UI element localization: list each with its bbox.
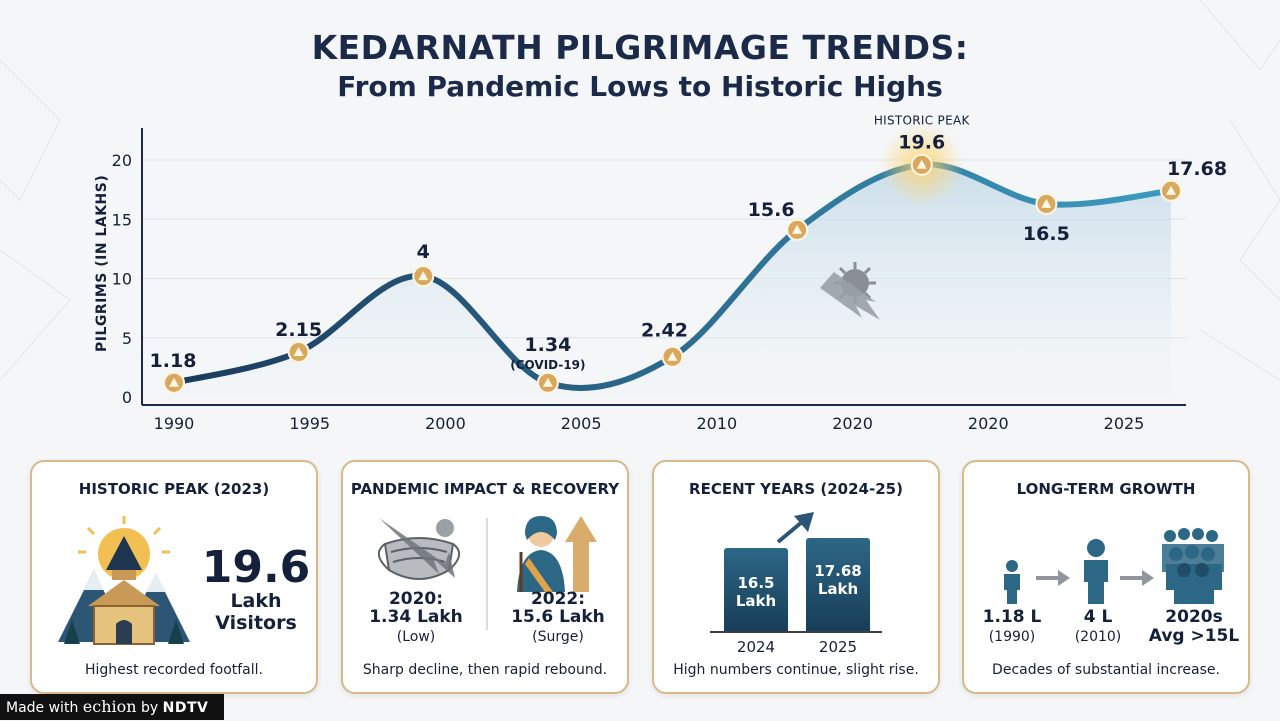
- marker-triangle: [542, 377, 553, 387]
- pandemic-right-value: 15.6 Lakh: [511, 607, 605, 627]
- up-arrow-icon: [776, 512, 814, 544]
- data-point-label: 1.34: [524, 334, 571, 356]
- marker-triangle: [169, 377, 179, 387]
- card-footnote: Sharp decline, then rapid rebound.: [362, 662, 608, 678]
- bar-value: 17.68: [814, 562, 862, 580]
- chart-axes: 0 5 10 15 20 1990 1995 2000 2005 2010 2020 2020 2025: [112, 128, 1186, 433]
- card-footnote: Decades of substantial increase.: [992, 662, 1220, 678]
- recent-bar-2024: 16.5 Lakh: [724, 548, 788, 632]
- card-historic-peak: HISTORIC PEAK (2023) 19.6 Lakh Visitors …: [30, 460, 318, 694]
- growth-value-2020s: 2020s: [1165, 607, 1223, 627]
- temple-icon: [58, 516, 190, 645]
- face-mask-icon: [378, 518, 460, 580]
- bar-unit: Lakh: [735, 592, 777, 610]
- bar-value: 16.5: [737, 574, 775, 592]
- badge-prefix: Made with: [6, 700, 79, 716]
- person-icon: [1004, 560, 1020, 604]
- y-tick-label: 20: [112, 151, 132, 170]
- data-point-label: 2.42: [641, 320, 688, 342]
- pandemic-right-year: 2022:: [530, 589, 586, 609]
- marker-triangle: [293, 346, 304, 356]
- bar-year-2024: 2024: [736, 638, 776, 656]
- marker-triangle: [792, 224, 803, 234]
- chart-area-fill: [174, 164, 1171, 397]
- marker-triangle: [1041, 198, 1052, 208]
- peak-unit: Lakh: [230, 590, 282, 612]
- badge-company: NDTV: [162, 700, 209, 716]
- down-arrow-icon: [820, 272, 880, 320]
- line-chart: 0 5 10 15 20 1990 1995 2000 2005 2010 2020 2020 2025…: [94, 114, 1227, 433]
- x-tick-label: 2020: [968, 414, 1009, 433]
- growth-year-2010: (2010): [1074, 629, 1122, 645]
- y-tick-label: 0: [122, 388, 132, 407]
- pandemic-right-note: (Surge): [532, 629, 584, 645]
- marker-triangle: [667, 351, 678, 361]
- bar-year-2025: 2025: [818, 638, 858, 656]
- arrow-right-icon: [1036, 570, 1070, 586]
- growth-note-2020s: Avg >15L: [1148, 626, 1240, 646]
- data-point-label: 2.15: [275, 319, 322, 341]
- x-tick-label: 1995: [289, 414, 330, 433]
- badge-brand: echion: [82, 697, 137, 716]
- arrow-right-icon: [1120, 570, 1154, 586]
- card-title: HISTORIC PEAK (2023): [78, 480, 270, 498]
- card-title: RECENT YEARS (2024-25): [689, 480, 903, 498]
- card-recent-years: RECENT YEARS (2024-25) 16.5 Lakh 17.68 L…: [652, 460, 940, 694]
- x-tick-label: 2020: [832, 414, 873, 433]
- marker-triangle: [418, 271, 429, 281]
- card-title: LONG-TERM GROWTH: [1016, 480, 1196, 498]
- peak-tag-label: HISTORIC PEAK: [874, 114, 971, 128]
- pilgrim-icon: [517, 516, 597, 592]
- y-tick-label: 5: [122, 329, 132, 348]
- divider: [486, 518, 488, 630]
- x-tick-label: 1990: [154, 414, 195, 433]
- y-tick-label: 10: [112, 270, 132, 289]
- data-point-label: 17.68: [1167, 158, 1227, 180]
- marker-triangle: [1166, 185, 1176, 195]
- data-point-label: 1.18: [150, 350, 197, 372]
- bar-unit: Lakh: [817, 580, 859, 598]
- pandemic-left-note: (Low): [396, 629, 436, 645]
- growth-value-1990: 1.18 L: [982, 607, 1042, 627]
- x-tick-label: 2000: [425, 414, 466, 433]
- growth-value-2010: 4 L: [1083, 607, 1113, 627]
- y-tick-label: 15: [112, 210, 132, 229]
- data-point-label: 16.5: [1023, 223, 1070, 245]
- data-point-sublabel: (COVID-19): [510, 358, 585, 372]
- data-point-label: 19.6: [898, 132, 945, 154]
- card-pandemic-impact: PANDEMIC IMPACT & RECOVERY 2020: 1.34 La…: [341, 460, 629, 694]
- growth-year-1990: (1990): [988, 629, 1036, 645]
- card-title: PANDEMIC IMPACT & RECOVERY: [350, 480, 620, 498]
- made-with-badge[interactable]: Made with echion by NDTV: [0, 694, 224, 720]
- data-point-label: 4: [417, 241, 430, 263]
- marker-triangle: [916, 159, 927, 169]
- badge-by: by: [141, 700, 159, 716]
- bar-baseline: [710, 631, 882, 633]
- x-tick-label: 2005: [561, 414, 602, 433]
- page-title: KEDARNATH PILGRIMAGE TRENDS:: [311, 28, 969, 67]
- crowd-icon: [1162, 528, 1224, 604]
- person-icon: [1084, 539, 1108, 604]
- growth-icons: [1004, 528, 1224, 604]
- peak-value: 19.6: [201, 542, 311, 593]
- recent-bar-2025: 17.68 Lakh: [806, 538, 870, 632]
- peak-unit-2: Visitors: [215, 612, 297, 634]
- x-tick-label: 2010: [696, 414, 737, 433]
- x-tick-label: 2025: [1104, 414, 1145, 433]
- pandemic-left-value: 1.34 Lakh: [369, 607, 463, 627]
- card-long-term-growth: LONG-TERM GROWTH 1.18 L (1990) 4 L (2010…: [962, 460, 1250, 694]
- data-point-label: 15.6: [748, 199, 795, 221]
- card-footnote: Highest recorded footfall.: [85, 662, 263, 678]
- header: KEDARNATH PILGRIMAGE TRENDS: From Pandem…: [0, 28, 1280, 106]
- page-subtitle: From Pandemic Lows to Historic Highs: [337, 70, 943, 103]
- card-footnote: High numbers continue, slight rise.: [673, 662, 919, 678]
- pandemic-left-year: 2020:: [388, 589, 444, 609]
- y-axis-label: PILGRIMS (IN LAKHS): [94, 175, 110, 352]
